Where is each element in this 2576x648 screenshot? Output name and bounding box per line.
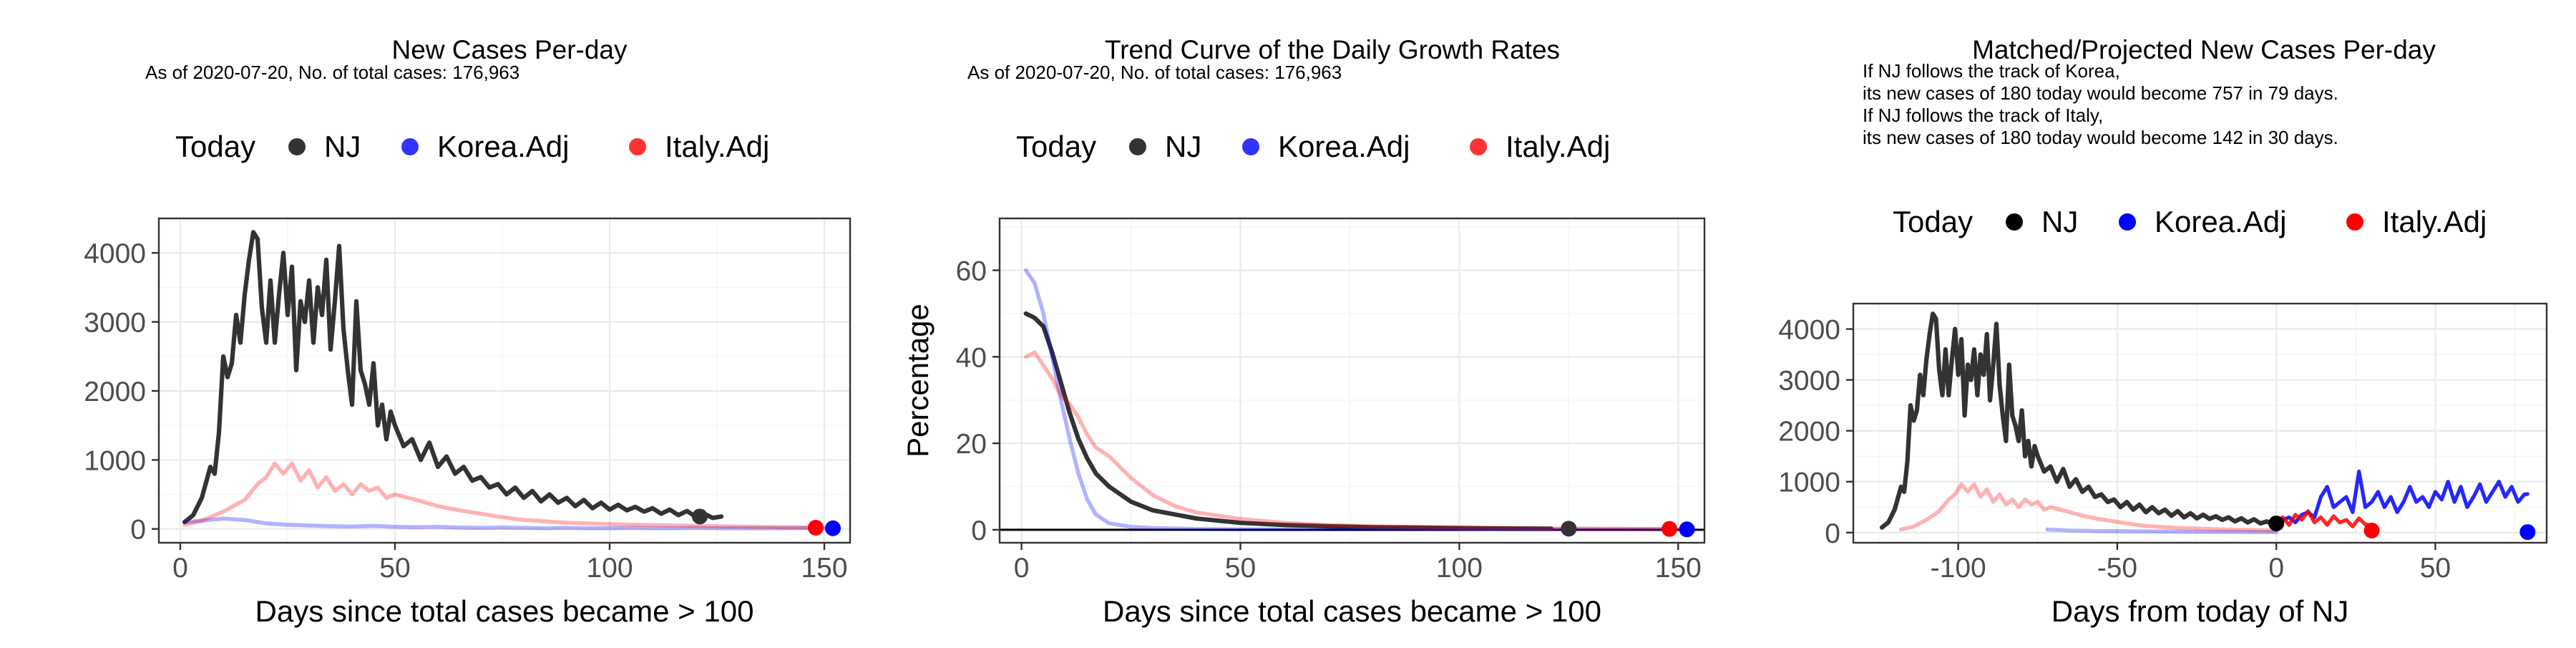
legend-key (1129, 138, 1146, 155)
x-tick-label: 0 (1014, 553, 1030, 584)
plot-frame (998, 217, 1706, 544)
x-tick-label: 150 (801, 553, 847, 584)
chart-title: Matched/Projected New Cases Per-day (1972, 35, 2436, 64)
x-tick-label: -100 (1931, 553, 1986, 584)
legend-key (288, 138, 306, 155)
today-point-nj (1561, 521, 1577, 537)
chart-subtitle: As of 2020-07-20, No. of total cases: 17… (145, 62, 519, 83)
grid (1000, 218, 1704, 543)
annotation-line: If NJ follows the track of Korea, (1863, 60, 2120, 82)
legend-label: NJ (324, 130, 361, 163)
legend-key (2119, 213, 2136, 231)
legend-key (1470, 138, 1487, 155)
today-point-italy-adj (1662, 521, 1678, 537)
legend-title: Today (175, 130, 255, 163)
chart-title: New Cases Per-day (391, 35, 628, 64)
series-line-nj (182, 230, 724, 525)
series-line-nj (1023, 311, 1553, 531)
legend-label: Italy.Adj (1506, 130, 1610, 163)
y-axis-title: Percentage (901, 304, 935, 458)
y-tick-label: 3000 (1778, 366, 1840, 397)
y-tick-label: 1000 (84, 445, 146, 476)
today-point-korea-adj (825, 520, 841, 536)
legend-label: NJ (1165, 130, 1201, 163)
x-tick-label: 100 (1436, 553, 1483, 584)
plot-frame (1852, 302, 2548, 544)
today-point-nj (692, 508, 708, 525)
y-tick-label: 3000 (84, 308, 146, 339)
today-point-italy-adj (2363, 522, 2380, 538)
y-tick-label: 40 (956, 342, 987, 373)
y-tick-label: 4000 (1778, 315, 1840, 346)
legend-label: Korea.Adj (2155, 205, 2286, 238)
today-point-korea-adj (2519, 524, 2536, 541)
y-tick-label: 2000 (84, 377, 146, 407)
legend-label: Korea.Adj (437, 130, 569, 163)
y-tick-label: 20 (956, 429, 987, 460)
today-point-korea-adj (1679, 521, 1695, 538)
x-tick-label: 150 (1655, 553, 1702, 584)
legend-label: Italy.Adj (665, 130, 769, 163)
legend-key (401, 138, 419, 155)
annotation-line: its new cases of 180 today would become … (1863, 127, 2338, 148)
legend-label: Korea.Adj (1278, 130, 1410, 163)
legend: Today NJ Korea.Adj Italy.Adj (1893, 205, 2487, 238)
series-line-italy-adj (1898, 482, 2278, 533)
annotation-line: its new cases of 180 today would become … (1863, 82, 2338, 104)
series-group (1023, 268, 1689, 532)
series-line-korea-adj (2274, 469, 2529, 526)
legend-label: NJ (2041, 205, 2078, 238)
legend: Today NJ Korea.Adj Italy.Adj (175, 130, 769, 163)
x-tick-label: 100 (586, 553, 633, 584)
series-line-italy-adj (1023, 350, 1672, 531)
y-tick-label: 1000 (1778, 468, 1840, 498)
annotation-line: If NJ follows the track of Italy, (1863, 105, 2103, 126)
y-tick-label: 60 (956, 256, 987, 286)
x-axis-title: Days from today of NJ (2051, 594, 2348, 628)
legend-key (2346, 213, 2363, 231)
plot-frame (157, 217, 852, 544)
legend-key (1242, 138, 1259, 155)
y-tick-label: 0 (130, 515, 146, 546)
series-line-korea-adj (182, 516, 835, 531)
x-tick-label: 50 (379, 553, 410, 584)
series-group (182, 230, 835, 531)
legend-title: Today (1016, 130, 1096, 163)
y-tick-label: 4000 (84, 238, 146, 269)
legend: Today NJ Korea.Adj Italy.Adj (1016, 130, 1610, 163)
x-axis-title: Days since total cases became > 100 (255, 594, 754, 628)
series-line-korea-adj (1023, 268, 1689, 532)
x-tick-label: 50 (1225, 553, 1256, 584)
y-tick-label: 0 (1825, 518, 1840, 549)
x-tick-label: 50 (2420, 553, 2451, 584)
chart-subtitle: As of 2020-07-20, No. of total cases: 17… (967, 62, 1342, 83)
legend-key (629, 138, 646, 155)
y-tick-label: 0 (971, 516, 987, 546)
grid (159, 218, 850, 543)
today-point-italy-adj (808, 519, 824, 536)
legend-label: Italy.Adj (2382, 205, 2487, 238)
panel-2: Trend Curve of the Daily Growth RatesAs … (901, 35, 1706, 628)
x-axis-title: Days since total cases became > 100 (1103, 594, 1601, 628)
series-group (1879, 311, 2529, 534)
x-tick-label: -50 (2097, 553, 2137, 584)
chart-title: Trend Curve of the Daily Growth Rates (1105, 35, 1560, 64)
series-line-nj (1879, 311, 2279, 530)
x-tick-label: 0 (2268, 553, 2284, 584)
today-point-nj (2268, 515, 2285, 531)
series-line-italy-adj (182, 461, 818, 530)
y-tick-label: 2000 (1778, 417, 1840, 448)
legend-key (2006, 213, 2023, 231)
series-line-italy-adj (2274, 509, 2374, 528)
legend-title: Today (1893, 205, 1973, 238)
series-line-korea-adj (2045, 527, 2278, 534)
x-tick-label: 0 (172, 553, 188, 584)
